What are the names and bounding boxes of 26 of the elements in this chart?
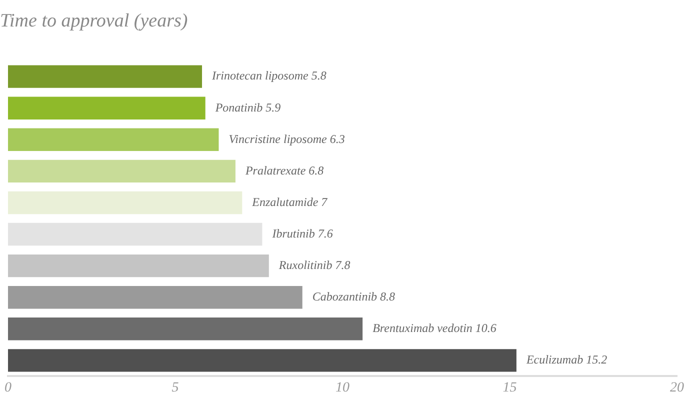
data-label: Ponatinib 5.9: [214, 100, 281, 114]
x-tick-label: 0: [4, 380, 12, 396]
bar: [8, 286, 302, 309]
bar: [8, 65, 202, 88]
x-tick-label: 10: [336, 380, 350, 396]
data-label: Cabozantinib 8.8: [312, 290, 396, 304]
bar: [8, 349, 516, 372]
data-label: Pralatrexate 6.8: [244, 163, 324, 178]
x-tick-label: 15: [502, 380, 517, 396]
data-label: Ruxolitinib 7.8: [278, 258, 350, 272]
x-tick-label: 5: [172, 380, 179, 396]
bar: [8, 318, 363, 340]
data-label: Enzalutamide 7: [251, 194, 328, 209]
bar: [8, 160, 236, 183]
data-label: Vincristine liposome 6.3: [228, 132, 345, 146]
bar: [8, 191, 242, 214]
bar: [8, 96, 206, 120]
data-label: Irinotecan liposome 5.8: [211, 68, 326, 83]
bar: [8, 254, 269, 278]
bar: [8, 222, 262, 246]
data-label: Ibrutinib 7.6: [271, 226, 333, 240]
data-label: Eculizumab 15.2: [525, 352, 608, 367]
bar: [8, 128, 219, 152]
chart-title: Time to approval (years): [0, 10, 188, 32]
data-label: Brentuximab vedotin 10.6: [372, 321, 496, 336]
x-tick-label: 20: [670, 380, 684, 396]
